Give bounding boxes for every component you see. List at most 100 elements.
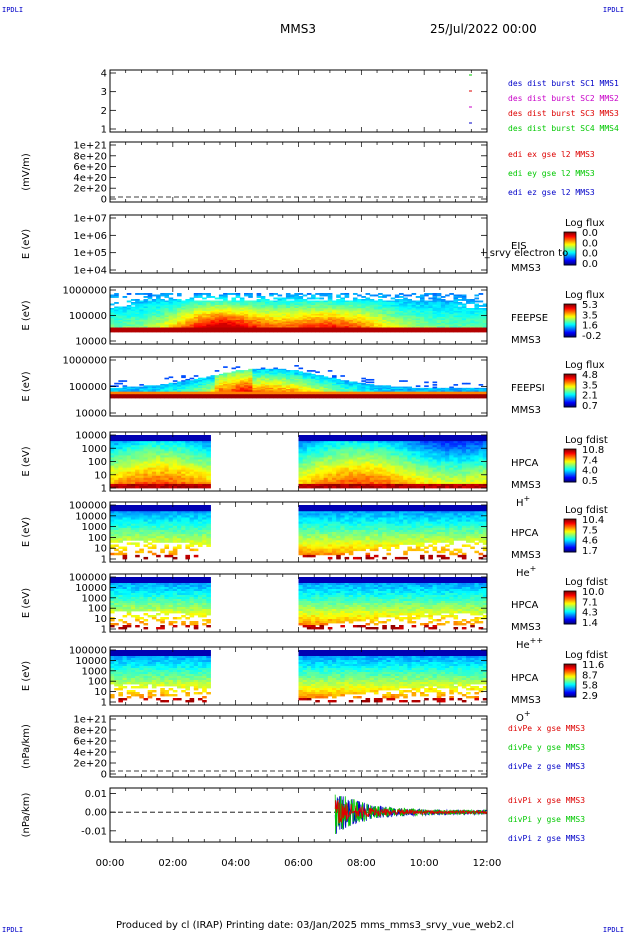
colorbar-swatch <box>564 402 576 405</box>
colorbar-title: Log fdist <box>565 650 608 661</box>
colorbar-swatch <box>564 611 576 613</box>
spectrogram-cells <box>110 505 488 560</box>
colorbar-swatch <box>564 254 576 256</box>
spacecraft-label: MMS3 <box>511 335 541 346</box>
y-tick-label: 1e+07 <box>73 214 107 225</box>
x-tick-label: 12:00 <box>473 858 502 869</box>
colorbar-swatch <box>564 390 576 392</box>
colorbar-swatch <box>564 377 576 379</box>
y-axis-label: (nPa/km) <box>21 793 32 838</box>
colorbar-swatch <box>564 308 576 310</box>
colorbar-swatch <box>564 529 576 532</box>
colorbar-swatch <box>564 689 576 691</box>
colorbar-swatch <box>564 324 576 326</box>
colorbar-swatch <box>564 404 576 406</box>
colorbar-tick-label: 0.0 <box>582 249 598 260</box>
colorbar-swatch <box>564 327 576 329</box>
colorbar-swatch <box>564 617 576 619</box>
colorbar-swatch <box>564 607 576 609</box>
colorbar-swatch <box>564 471 576 473</box>
colorbar-swatch <box>564 397 576 399</box>
y-tick-label: 10000 <box>75 656 107 667</box>
y-axis-label: E (eV) <box>21 300 32 330</box>
colorbar-swatch <box>564 313 576 315</box>
colorbar-swatch <box>564 458 576 461</box>
y-tick-label: 1000000 <box>62 286 107 297</box>
colorbar-swatch <box>564 463 576 465</box>
colorbar-swatch <box>564 260 576 262</box>
colorbar-swatch <box>564 679 576 681</box>
y-tick-label: 10000 <box>75 583 107 594</box>
colorbar-swatch <box>564 593 576 595</box>
colorbar-swatch <box>564 595 576 597</box>
colorbar-swatch <box>564 525 576 527</box>
y-tick-label: 100000 <box>69 382 107 393</box>
spacecraft-label: MMS3 <box>511 405 541 416</box>
colorbar-swatch <box>564 598 576 600</box>
colorbar-swatch <box>564 622 576 624</box>
colorbar-swatch <box>564 466 576 468</box>
colorbar-swatch <box>564 334 576 336</box>
colorbar-swatch <box>564 476 576 478</box>
colorbar-swatch <box>564 378 576 380</box>
colorbar-swatch <box>564 246 576 248</box>
page-date: 25/Jul/2022 00:00 <box>430 22 537 36</box>
y-tick-label: 1e+06 <box>73 231 107 242</box>
colorbar-tick-label: -0.2 <box>582 331 602 342</box>
colorbar-swatch <box>564 473 576 476</box>
colorbar-swatch <box>564 537 576 540</box>
spectrogram-cells <box>110 650 488 703</box>
colorbar-swatch <box>564 392 576 395</box>
colorbar-swatch <box>564 606 576 608</box>
y-tick-label: 0.00 <box>85 808 107 819</box>
colorbar-swatch <box>564 313 576 316</box>
spectrogram-cells <box>110 365 488 399</box>
y-tick-label: 0.01 <box>85 789 107 800</box>
panel-frame-0 <box>109 69 488 133</box>
colorbar-swatch <box>564 528 576 531</box>
colorbar-swatch <box>564 540 576 542</box>
colorbar-swatch <box>564 457 576 459</box>
colorbar-swatch <box>564 526 576 528</box>
colorbar-swatch <box>564 675 576 677</box>
legend-entry: edi ey gse l2 MMS3 <box>508 169 595 178</box>
legend-entry: des dist burst SC2 MMS2 <box>508 94 619 103</box>
colorbar-title: Log flux <box>565 360 605 371</box>
colorbar-swatch <box>564 376 576 378</box>
y-tick-label: 1000 <box>82 666 107 677</box>
y-tick-label: 1000 <box>82 593 107 604</box>
colorbar-swatch <box>564 375 576 377</box>
colorbar-swatch <box>564 385 576 387</box>
y-tick-label: 100000 <box>69 501 107 512</box>
colorbar-swatch <box>564 665 576 667</box>
y-tick-label: 2 <box>101 106 107 117</box>
colorbar-swatch <box>564 318 576 321</box>
y-axis-label: E (eV) <box>21 588 32 618</box>
colorbar-swatch <box>564 335 576 337</box>
colorbar-swatch <box>564 397 576 400</box>
y-tick-label: 4 <box>101 69 107 80</box>
colorbar-swatch <box>564 451 576 453</box>
y-tick-label: 10000 <box>75 431 107 442</box>
y-tick-label: 10000 <box>75 409 107 420</box>
colorbar-swatch <box>564 395 576 397</box>
colorbar-swatch <box>564 327 576 330</box>
colorbar-swatch <box>564 519 576 521</box>
colorbar-swatch <box>564 536 576 538</box>
colorbar-swatch <box>564 605 576 607</box>
colorbar-swatch <box>564 328 576 331</box>
colorbar-swatch <box>564 325 576 327</box>
colorbar-swatch <box>564 619 576 622</box>
colorbar-tick-label: 3.5 <box>582 380 598 391</box>
colorbar-swatch <box>564 537 576 539</box>
colorbar-swatch <box>564 245 576 247</box>
colorbar-swatch <box>564 308 576 311</box>
colorbar-frame <box>563 663 577 698</box>
colorbar-swatch <box>564 462 576 464</box>
colorbar-swatch <box>564 317 576 319</box>
colorbar-swatch <box>564 307 576 309</box>
colorbar-swatch <box>564 542 576 545</box>
x-tick-label: 00:00 <box>96 858 125 869</box>
y-axis-label: E (eV) <box>21 446 32 476</box>
